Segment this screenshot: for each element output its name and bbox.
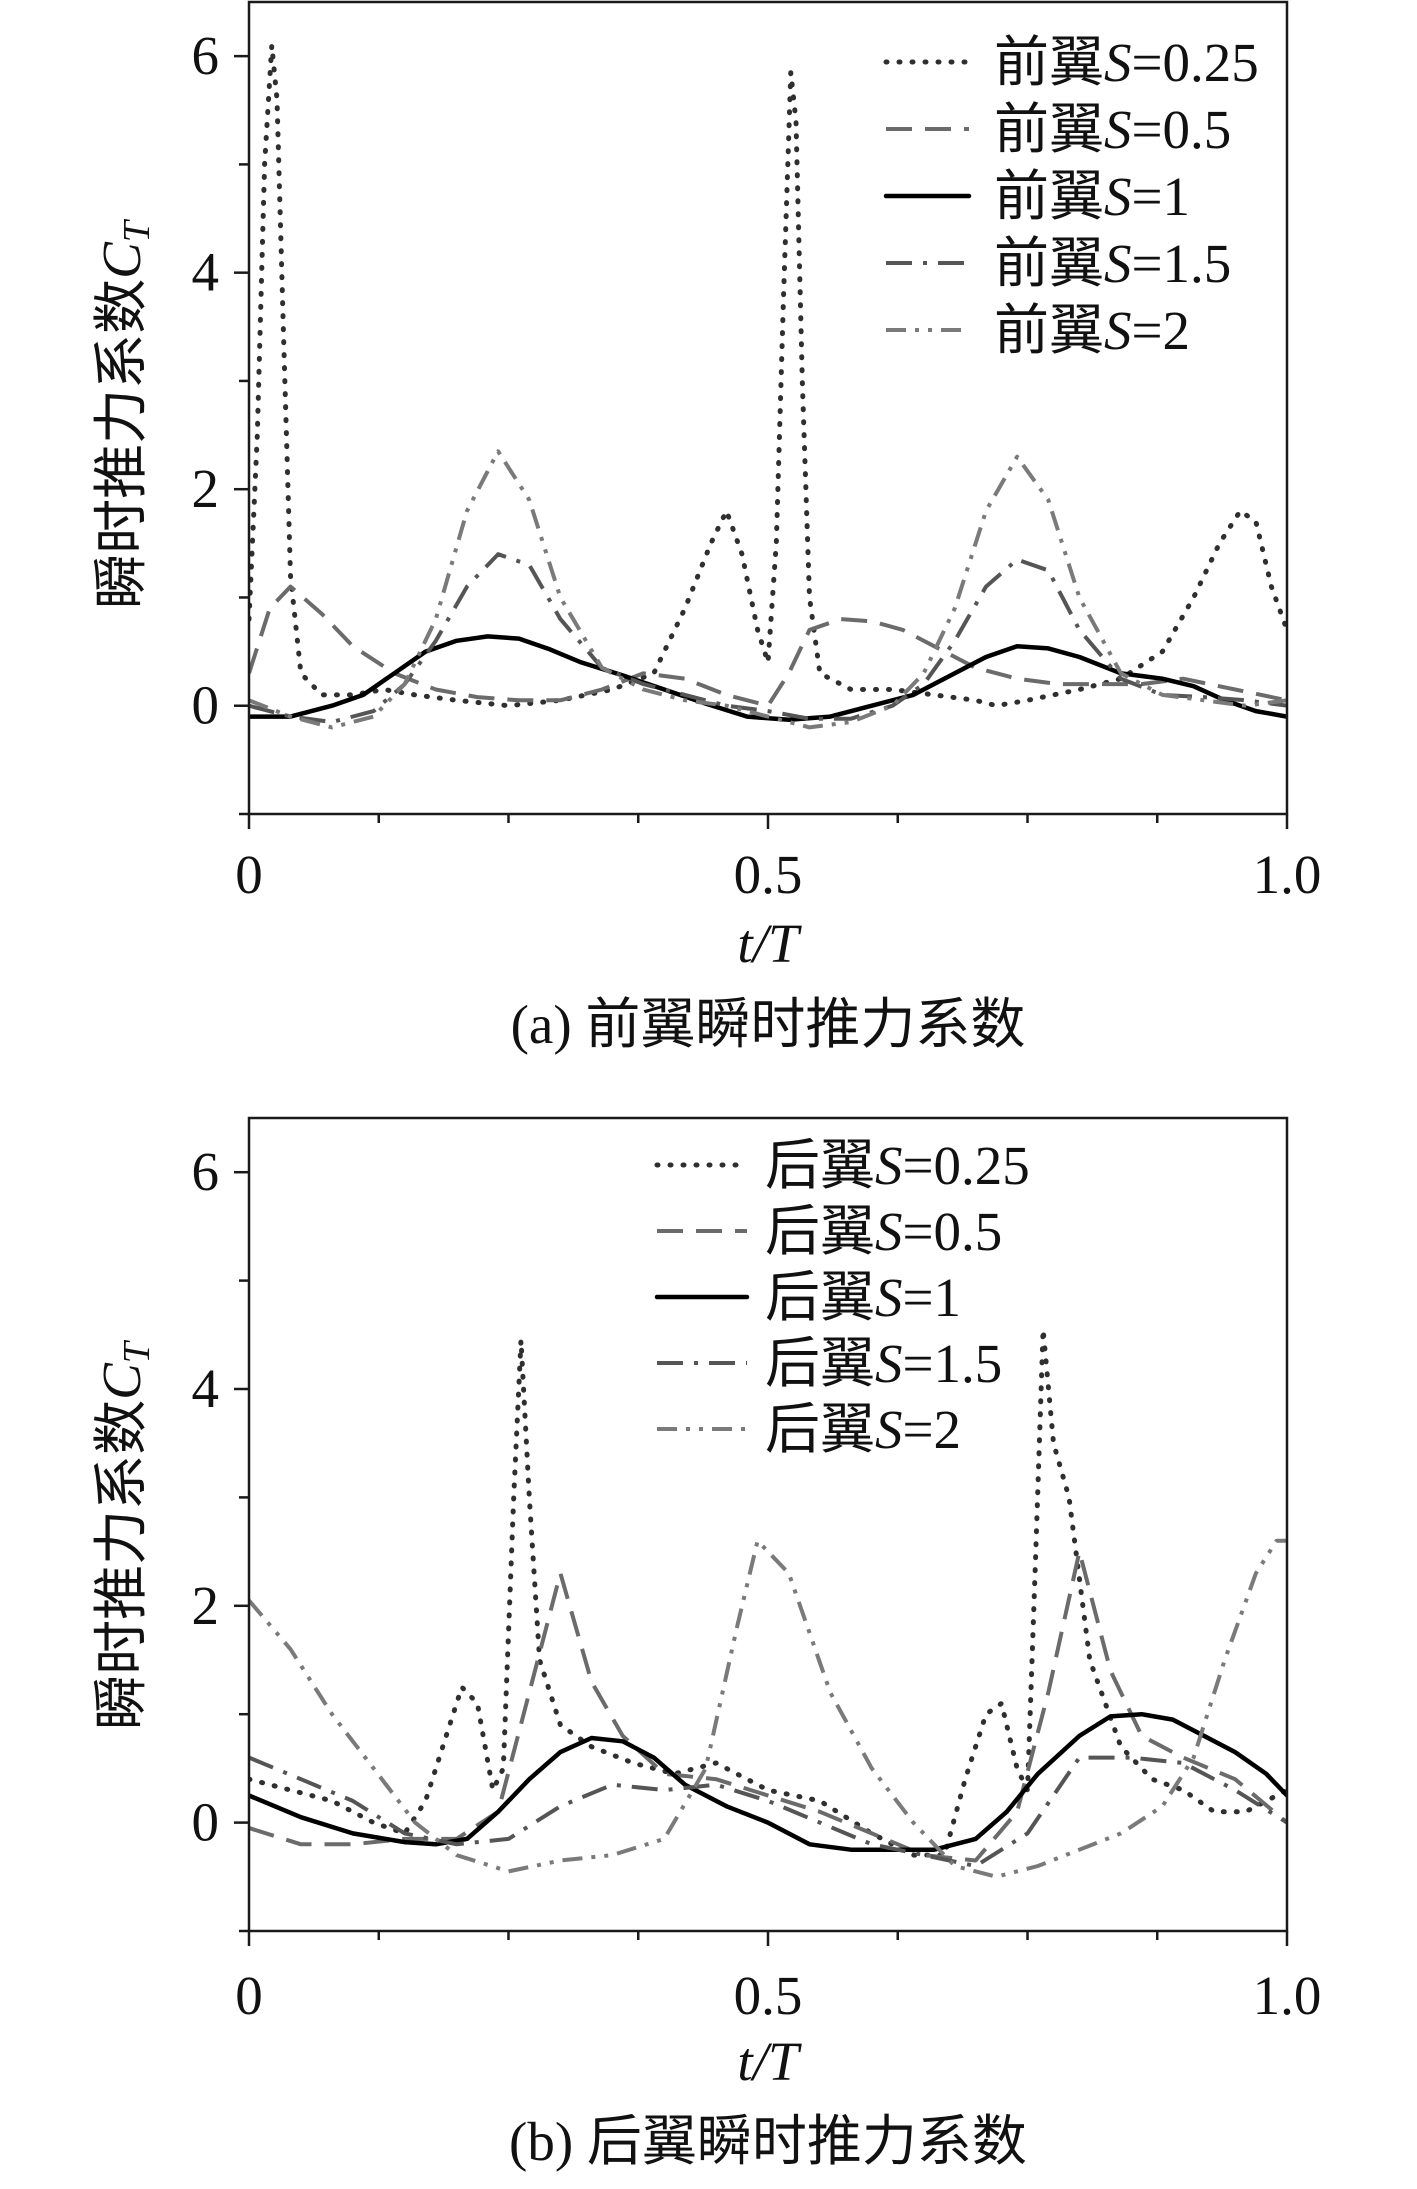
x-axis-title: t/T (737, 913, 802, 974)
y-tick-label: 6 (192, 1141, 220, 1202)
series-group (249, 1326, 1287, 1879)
x-tick-label: 1.0 (1253, 1965, 1322, 2026)
legend-label-prefix: 后翼 (765, 1201, 875, 1262)
legend-label-prefix: 后翼 (765, 1135, 875, 1196)
y-tick-label: 2 (192, 458, 220, 519)
x-tick-label: 0 (235, 1965, 263, 2026)
series-line-dashdot (249, 552, 1287, 724)
legend-label-variable: S (875, 1399, 903, 1460)
legend-item: 后翼S=0.25 (654, 1135, 1030, 1196)
y-axis-title-subscript: T (116, 218, 158, 242)
y-tick-label: 4 (192, 242, 220, 303)
legend-label-prefix: 后翼 (765, 1399, 875, 1460)
legend-label: 前翼S=2 (994, 300, 1190, 361)
legend-label-prefix: 前翼 (994, 99, 1104, 160)
x-tick-label: 0.5 (734, 844, 803, 905)
legend-label-prefix: 后翼 (765, 1333, 875, 1394)
chart-caption: (a) 前翼瞬时推力系数 (511, 994, 1026, 1055)
series-line-dotted (249, 1326, 1287, 1858)
legend-label: 前翼S=1.5 (994, 233, 1231, 294)
legend-item: 前翼S=0.5 (886, 99, 1231, 160)
series-line-dashed (249, 584, 1287, 708)
legend-item: 后翼S=2 (657, 1399, 961, 1460)
x-tick-label: 1.0 (1253, 844, 1322, 905)
y-axis-title-variable: C (91, 241, 152, 279)
series-line-solid (249, 1711, 1287, 1852)
chart-caption: (b) 后翼瞬时推力系数 (509, 2111, 1027, 2172)
legend-label-value: =1 (903, 1267, 962, 1328)
x-tick-label: 0.5 (734, 1965, 803, 2026)
legend-label: 后翼S=1 (765, 1267, 961, 1328)
x-axis-title: t/T (737, 2031, 802, 2092)
legend-label: 后翼S=0.25 (765, 1135, 1030, 1196)
series-group (249, 42, 1287, 730)
series-line-dashdotdot (249, 449, 1287, 730)
legend-label-prefix: 前翼 (994, 166, 1104, 227)
legend-label: 后翼S=2 (765, 1399, 961, 1460)
legend-label-variable: S (1104, 233, 1132, 294)
y-axis-title: 瞬时推力系数CT (91, 218, 158, 609)
y-tick-label: 4 (192, 1358, 220, 1419)
legend-label-value: =0.5 (1132, 99, 1232, 160)
legend-label-value: =2 (1132, 300, 1191, 361)
legend-label: 后翼S=1.5 (765, 1333, 1002, 1394)
y-axis-title-text: 瞬时推力系数 (91, 1400, 152, 1730)
legend-label: 前翼S=0.5 (994, 99, 1231, 160)
legend-item: 后翼S=1.5 (657, 1333, 1002, 1394)
legend-label-variable: S (875, 1201, 903, 1262)
legend-label: 后翼S=0.5 (765, 1201, 1002, 1262)
legend-item: 前翼S=1.5 (886, 233, 1231, 294)
legend-label-value: =1.5 (1132, 233, 1232, 294)
legend-label-variable: S (1104, 99, 1132, 160)
legend-item: 前翼S=1 (883, 166, 1190, 227)
series-line-dashed (249, 1549, 1287, 1863)
y-tick-label: 0 (192, 675, 220, 736)
legend-label-value: =2 (903, 1399, 962, 1460)
y-axis-title: 瞬时推力系数CT (91, 1339, 158, 1730)
legend-item: 前翼S=0.25 (883, 32, 1259, 93)
legend-label-prefix: 后翼 (765, 1267, 875, 1328)
y-tick-label: 2 (192, 1575, 220, 1636)
legend-label-variable: S (1104, 166, 1132, 227)
legend-label-value: =0.25 (1132, 32, 1259, 93)
legend-label-variable: S (1104, 300, 1132, 361)
legend-label-prefix: 前翼 (994, 300, 1104, 361)
y-tick-label: 0 (192, 1792, 220, 1853)
x-tick-label: 0 (235, 844, 263, 905)
legend-label-value: =0.5 (903, 1201, 1003, 1262)
y-axis-title-text: 瞬时推力系数 (91, 279, 152, 609)
legend-label-value: =1 (1132, 166, 1191, 227)
legend-label-variable: S (875, 1267, 903, 1328)
legend-label-value: =0.25 (903, 1135, 1030, 1196)
y-axis-title-variable: C (91, 1362, 152, 1400)
y-axis-title-subscript: T (116, 1339, 158, 1363)
legend-label-variable: S (875, 1333, 903, 1394)
legend-label: 前翼S=0.25 (994, 32, 1259, 93)
legend-item: 后翼S=1 (654, 1267, 961, 1328)
legend-item: 后翼S=0.5 (657, 1201, 1002, 1262)
legend-label-variable: S (875, 1135, 903, 1196)
legend-label: 前翼S=1 (994, 166, 1190, 227)
legend-item: 前翼S=2 (886, 300, 1190, 361)
y-tick-label: 6 (192, 25, 220, 86)
legend-label-prefix: 前翼 (994, 32, 1104, 93)
legend-label-variable: S (1104, 32, 1132, 93)
legend-label-prefix: 前翼 (994, 233, 1104, 294)
series-line-dashdot (249, 1755, 1287, 1868)
legend-label-value: =1.5 (903, 1333, 1003, 1394)
series-line-dashdotdot (249, 1538, 1287, 1879)
